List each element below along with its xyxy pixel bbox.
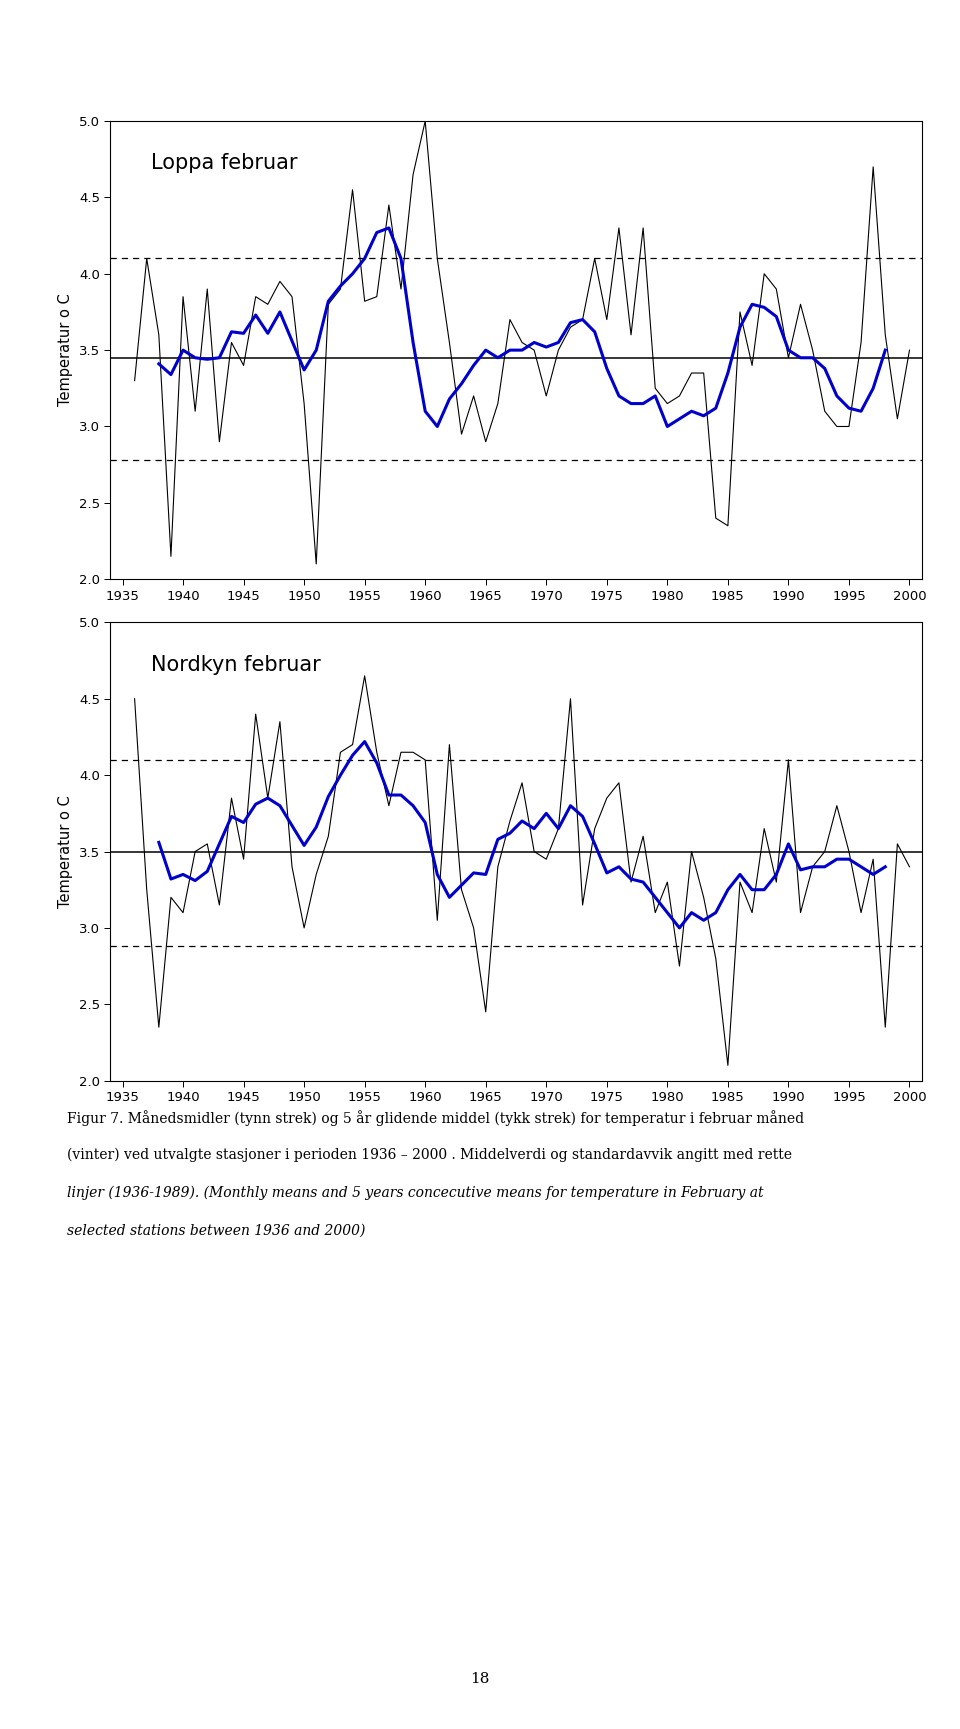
Text: Loppa februar: Loppa februar: [151, 154, 298, 173]
Text: 18: 18: [470, 1672, 490, 1686]
Y-axis label: Temperatur o C: Temperatur o C: [59, 294, 73, 406]
Text: Nordkyn februar: Nordkyn februar: [151, 655, 321, 674]
Text: linjer (1936-1989). (Monthly means and 5 years concecutive means for temperature: linjer (1936-1989). (Monthly means and 5…: [67, 1186, 764, 1200]
Y-axis label: Temperatur o C: Temperatur o C: [59, 795, 73, 908]
Text: Figur 7. Månedsmidler (tynn strek) og 5 år glidende middel (tykk strek) for temp: Figur 7. Månedsmidler (tynn strek) og 5 …: [67, 1110, 804, 1126]
Text: selected stations between 1936 and 2000): selected stations between 1936 and 2000): [67, 1224, 366, 1238]
Text: (vinter) ved utvalgte stasjoner i perioden 1936 – 2000 . Middelverdi og standard: (vinter) ved utvalgte stasjoner i period…: [67, 1148, 792, 1162]
